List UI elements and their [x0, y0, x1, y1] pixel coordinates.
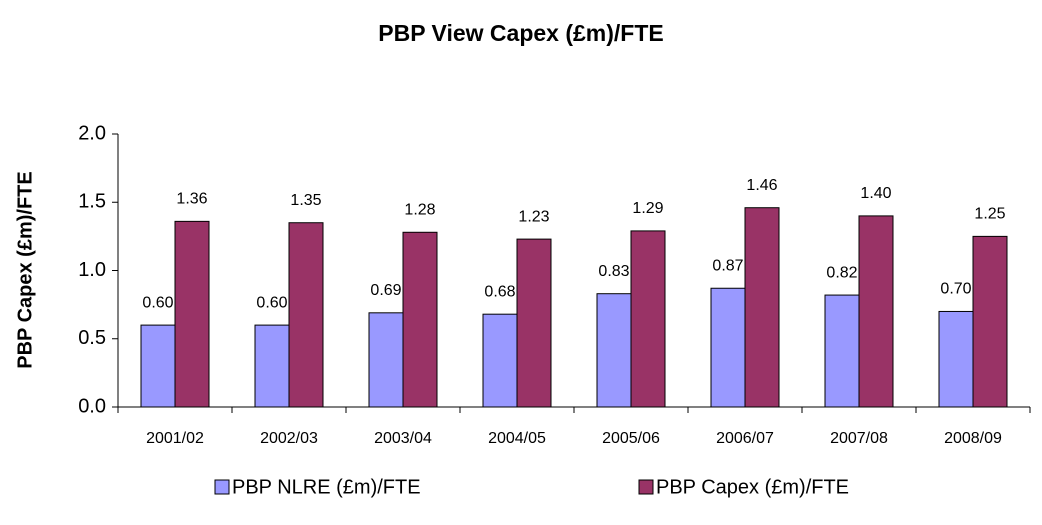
bar — [630, 230, 666, 408]
y-tick-label: 0.0 — [78, 395, 106, 417]
legend-label: PBP Capex (£m)/FTE — [656, 476, 849, 498]
x-tick-label: 2001/02 — [146, 430, 204, 447]
data-label: 0.68 — [484, 283, 515, 300]
bar — [972, 235, 1008, 408]
x-tick-label: 2003/04 — [374, 430, 432, 447]
bar — [368, 312, 404, 408]
data-label: 0.82 — [826, 264, 857, 281]
bar — [402, 231, 438, 408]
legend-swatch — [214, 479, 230, 495]
x-tick-label: 2005/06 — [602, 430, 660, 447]
data-label: 1.36 — [176, 191, 207, 208]
y-tick-label: 0.5 — [78, 327, 106, 349]
chart-title: PBP View Capex (£m)/FTE — [378, 20, 663, 46]
bar — [858, 215, 894, 408]
legend-label: PBP NLRE (£m)/FTE — [232, 476, 421, 498]
bar — [596, 293, 632, 408]
data-label: 0.60 — [256, 294, 287, 311]
data-label: 1.46 — [746, 177, 777, 194]
data-label: 1.28 — [404, 201, 435, 218]
y-tick-label: 1.0 — [78, 259, 106, 281]
x-tick-label: 2006/07 — [716, 430, 774, 447]
data-label: 0.69 — [370, 282, 401, 299]
data-label: 0.70 — [940, 281, 971, 298]
x-tick-label: 2007/08 — [830, 430, 888, 447]
data-label: 0.83 — [598, 263, 629, 280]
data-label: 1.25 — [974, 206, 1005, 223]
data-label: 0.87 — [712, 257, 743, 274]
bar — [254, 324, 290, 408]
bar — [288, 222, 324, 408]
legend-swatch — [638, 479, 654, 495]
bar — [938, 310, 974, 408]
x-tick-label: 2002/03 — [260, 430, 318, 447]
data-label: 1.23 — [518, 208, 549, 225]
x-tick-label: 2004/05 — [488, 430, 546, 447]
bar — [710, 287, 746, 408]
bar — [744, 207, 780, 408]
bar — [824, 294, 860, 408]
y-tick-label: 1.5 — [78, 191, 106, 213]
data-label: 0.60 — [142, 294, 173, 311]
y-tick-label: 2.0 — [78, 122, 106, 144]
bar — [482, 313, 518, 408]
y-axis-label: PBP Capex (£m)/FTE — [14, 171, 36, 368]
bar — [174, 220, 210, 408]
bar — [140, 324, 176, 408]
x-tick-label: 2008/09 — [944, 430, 1002, 447]
bar — [516, 238, 552, 408]
data-label: 1.35 — [290, 192, 321, 209]
data-label: 1.29 — [632, 200, 663, 217]
data-label: 1.40 — [860, 185, 891, 202]
